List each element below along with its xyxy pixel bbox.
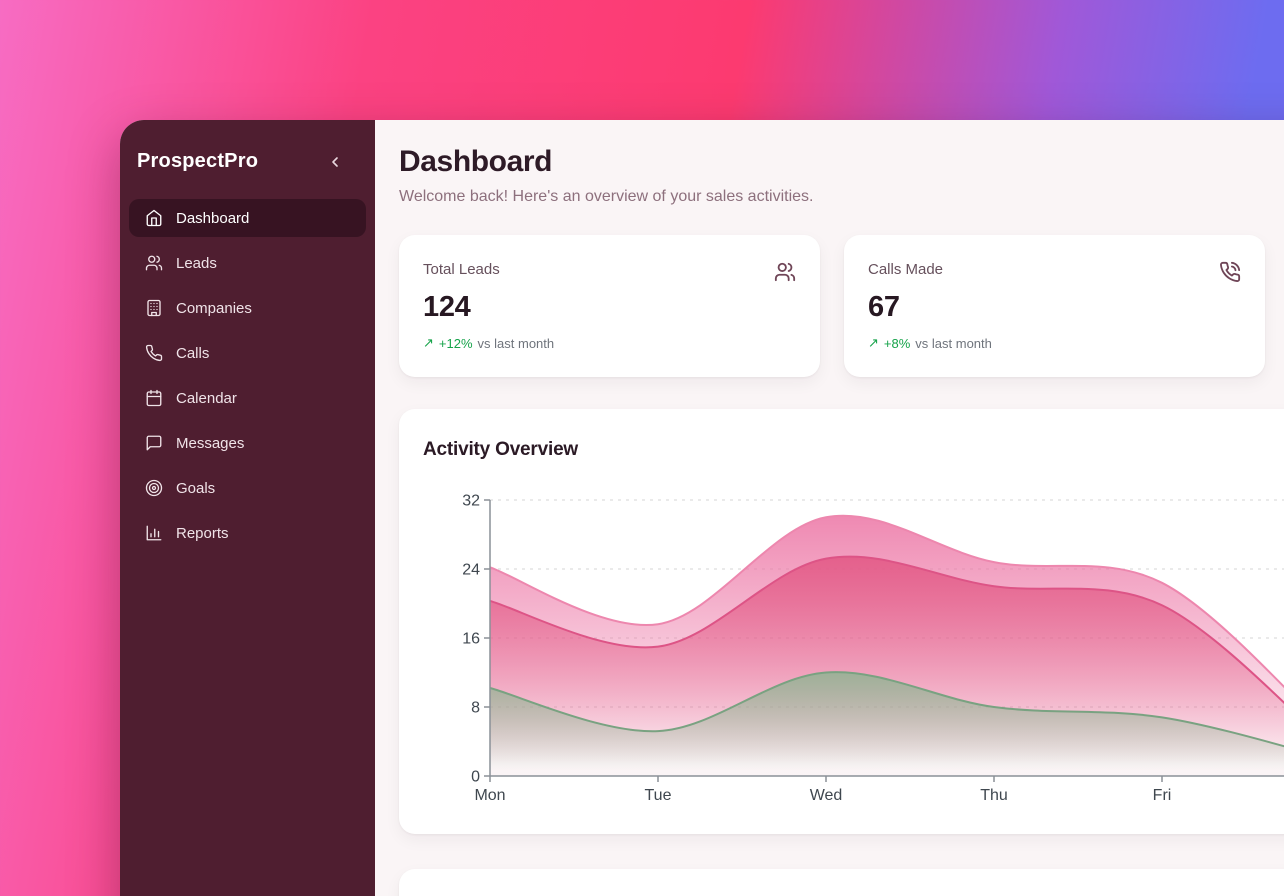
y-axis-label: 8 [471, 700, 480, 717]
sidebar-item-leads[interactable]: Leads [129, 244, 366, 282]
calendar-icon [145, 389, 163, 407]
message-square-icon [145, 434, 163, 452]
sidebar-item-label: Calendar [176, 389, 237, 407]
phone-call-icon [1219, 261, 1241, 283]
stat-card-total-leads: Total Leads 124 ↗ +12% vs last month [399, 235, 820, 377]
stat-label: Total Leads [423, 261, 500, 278]
trend-suffix: vs last month [915, 335, 992, 351]
sidebar-collapse-button[interactable] [324, 151, 346, 173]
sidebar-item-messages[interactable]: Messages [129, 424, 366, 462]
y-axis-label: 24 [462, 562, 480, 579]
sidebar-item-label: Calls [176, 344, 210, 362]
phone-icon [145, 344, 163, 362]
stat-trend: ↗ +12% vs last month [423, 335, 796, 351]
x-axis-label: Fri [1153, 787, 1172, 804]
sidebar-item-label: Reports [176, 524, 229, 542]
users-icon [145, 254, 163, 272]
target-icon [145, 479, 163, 497]
app-window: ProspectPro Dashboard Leads Companies Calls… [120, 120, 1284, 896]
stat-card-calls-made: Calls Made 67 ↗ +8% vs last month [844, 235, 1265, 377]
sidebar-nav: Dashboard Leads Companies Calls Calendar Mess… [129, 199, 366, 552]
trend-up-icon: ↗ [868, 335, 879, 350]
y-axis-label: 16 [462, 631, 480, 648]
bottom-card [399, 869, 1284, 896]
building-icon [145, 299, 163, 317]
sidebar-item-companies[interactable]: Companies [129, 289, 366, 327]
stat-value: 124 [423, 291, 471, 323]
trend-percent: +12% [438, 335, 473, 351]
stat-trend: ↗ +8% vs last month [868, 335, 1241, 351]
bar-chart-icon [145, 524, 163, 542]
green-band-line [489, 671, 1284, 748]
sidebar-item-goals[interactable]: Goals [129, 469, 366, 507]
stat-card-top: Total Leads [423, 261, 796, 283]
green-band-area [490, 672, 1284, 776]
stat-value: 67 [868, 291, 900, 323]
sidebar-item-reports[interactable]: Reports [129, 514, 366, 552]
stat-label: Calls Made [868, 261, 944, 278]
main-content: Dashboard Welcome back! Here's an overvi… [375, 120, 1284, 896]
page-header: Dashboard Welcome back! Here's an overvi… [399, 144, 1284, 209]
page-subtitle: Welcome back! Here's an overview of your… [399, 188, 814, 205]
sidebar-item-label: Companies [176, 299, 252, 317]
x-axis-label: Mon [474, 787, 505, 804]
chevron-left-icon [327, 154, 343, 170]
sidebar-item-label: Dashboard [176, 209, 250, 227]
sidebar-item-label: Leads [176, 254, 217, 272]
app-logo: ProspectPro [137, 150, 259, 172]
outer-pink-band-line [489, 514, 1284, 689]
sidebar-item-dashboard[interactable]: Dashboard [129, 199, 366, 237]
x-axis-label: Thu [980, 787, 1008, 804]
chart-title: Activity Overview [423, 439, 579, 460]
x-axis-label: Tue [645, 787, 672, 804]
trend-up-icon: ↗ [423, 335, 434, 350]
stats-grid: Total Leads 124 ↗ +12% vs last month Calls Ma… [399, 235, 1284, 377]
x-axis-label: Wed [810, 787, 843, 804]
trend-percent: +8% [883, 335, 911, 351]
inner-pink-band-line [489, 555, 1284, 704]
y-axis-label: 0 [471, 769, 480, 786]
trend-suffix: vs last month [477, 335, 555, 351]
activity-area-chart: 08162432MonTueWedThuFriSat [462, 493, 1284, 804]
sidebar-header: ProspectPro [129, 140, 366, 199]
page-title: Dashboard [399, 145, 553, 178]
y-axis-label: 32 [462, 493, 480, 510]
home-icon [145, 209, 163, 227]
sidebar-item-label: Goals [176, 479, 216, 497]
sidebar-item-calendar[interactable]: Calendar [129, 379, 366, 417]
activity-overview-card: Activity Overview 0 8 16 24 32 Mon Tue Wed Thu Fr… [399, 409, 1284, 834]
sidebar-item-label: Messages [176, 434, 245, 452]
sidebar: ProspectPro Dashboard Leads Companies Calls… [120, 120, 375, 896]
stat-card-top: Calls Made [868, 261, 1241, 283]
sidebar-item-calls[interactable]: Calls [129, 334, 366, 372]
users-icon [774, 261, 796, 283]
